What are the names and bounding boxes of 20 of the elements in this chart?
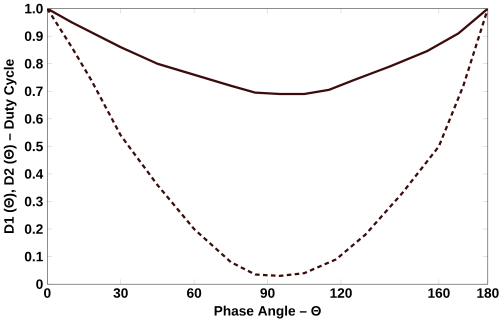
y-tick-label: 1.0	[25, 4, 43, 14]
y-tick-label: 0.8	[24, 58, 43, 68]
y-tick-label: 0.3	[24, 196, 43, 206]
y-tick-label: 0.7	[24, 86, 43, 96]
y-tick-label: 0.6	[24, 114, 43, 124]
y-tick-label: 0	[36, 279, 43, 289]
x-tick-label: 180	[477, 288, 499, 298]
x-tick-label: 90	[260, 288, 275, 298]
x-tick-label: 120	[330, 288, 352, 298]
y-axis-title: D1 (Θ), D2 (Θ) – Duty Cycle	[4, 59, 17, 233]
y-tick-label: 0.5	[24, 141, 43, 152]
x-tick-label: 160	[428, 288, 450, 298]
x-axis-title: Phase Angle – Θ	[214, 306, 321, 318]
x-tick-label: 60	[187, 288, 202, 298]
y-tick-label: 0.1	[24, 252, 43, 262]
x-tick-label: 0	[44, 288, 51, 298]
y-tick-label: 0.2	[24, 224, 43, 234]
x-tick-label: 30	[113, 288, 128, 298]
y-tick-label: 0.4	[24, 169, 44, 179]
y-tick-label: 0.9	[24, 31, 43, 41]
